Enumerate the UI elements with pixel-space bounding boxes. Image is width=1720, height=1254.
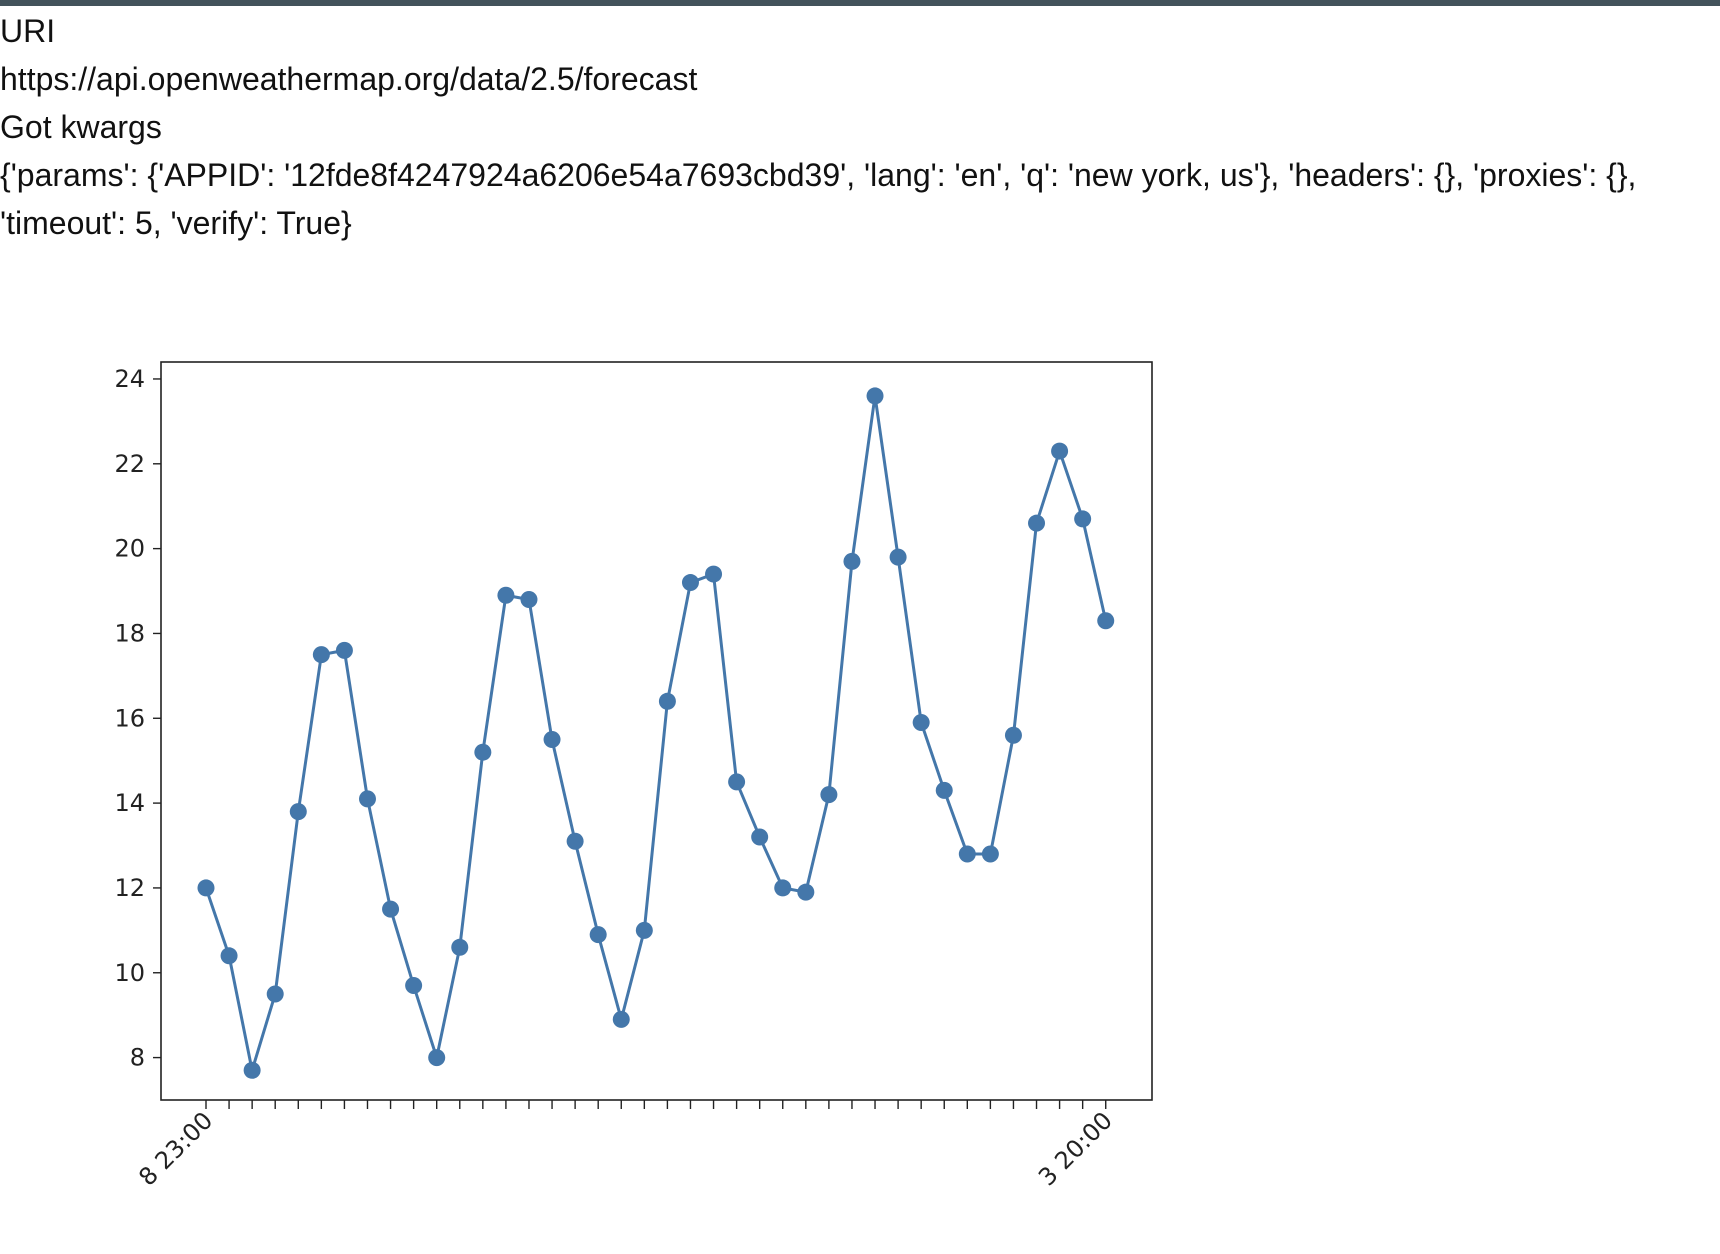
- data-point: [358, 790, 376, 808]
- data-point: [497, 586, 515, 604]
- data-point: [912, 714, 930, 732]
- data-point: [566, 832, 584, 850]
- y-tick-label: 10: [114, 959, 145, 987]
- data-point: [543, 730, 561, 748]
- data-point: [335, 641, 353, 659]
- data-point: [520, 591, 538, 609]
- window-top-border: [0, 0, 1720, 6]
- output-label-uri: URI: [0, 13, 56, 49]
- data-point: [405, 976, 423, 994]
- data-point: [705, 565, 723, 583]
- output-kwargs-line-1: {'params': {'APPID': '12fde8f4247924a620…: [0, 157, 1637, 193]
- data-point: [866, 387, 884, 405]
- data-point: [474, 743, 492, 761]
- y-tick-label: 20: [114, 535, 145, 563]
- output-label-kwargs: Got kwargs: [0, 109, 162, 145]
- data-point: [382, 900, 400, 918]
- data-point: [312, 646, 330, 664]
- data-point: [889, 548, 907, 566]
- x-tick-label: 8 23:00: [133, 1106, 218, 1191]
- data-point: [658, 692, 676, 710]
- y-tick-label: 12: [114, 874, 145, 902]
- data-point: [958, 845, 976, 863]
- series-line: [204, 395, 1108, 1071]
- data-point: [289, 803, 307, 821]
- data-point: [1051, 442, 1069, 460]
- data-point: [243, 1061, 261, 1079]
- y-tick-label: 16: [114, 704, 145, 732]
- data-point: [197, 879, 215, 897]
- data-point: [681, 574, 699, 592]
- data-point: [635, 921, 653, 939]
- x-tick-label: 3 20:00: [1033, 1106, 1118, 1191]
- data-point: [797, 883, 815, 901]
- y-tick-label: 8: [130, 1044, 145, 1072]
- y-tick-label: 14: [114, 789, 145, 817]
- data-point: [266, 985, 284, 1003]
- data-point: [428, 1049, 446, 1067]
- data-point: [751, 828, 769, 846]
- data-point: [589, 926, 607, 944]
- output-kwargs-line-2: 'timeout': 5, 'verify': True}: [0, 205, 352, 241]
- data-point: [728, 773, 746, 791]
- data-point: [451, 938, 469, 956]
- data-point: [843, 552, 861, 570]
- data-point: [1097, 612, 1115, 630]
- data-point: [1074, 510, 1092, 528]
- data-point: [1028, 514, 1046, 532]
- y-tick-label: 22: [114, 450, 145, 478]
- y-tick-label: 18: [114, 619, 145, 647]
- data-point: [981, 845, 999, 863]
- data-point: [220, 947, 238, 965]
- data-point: [612, 1010, 630, 1028]
- y-tick-label: 24: [114, 365, 145, 393]
- data-point: [774, 879, 792, 897]
- data-point: [935, 781, 953, 799]
- plot-area-frame: [160, 361, 1153, 1101]
- data-point: [820, 786, 838, 804]
- output-uri-value: https://api.openweathermap.org/data/2.5/…: [0, 61, 698, 97]
- data-point: [1004, 726, 1022, 744]
